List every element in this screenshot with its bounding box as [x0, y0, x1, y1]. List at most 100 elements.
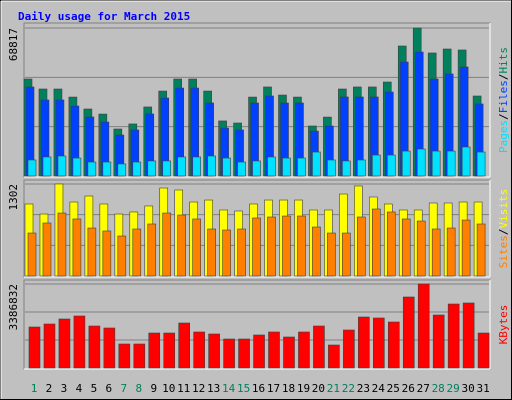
bar	[58, 318, 71, 369]
bar	[27, 232, 37, 277]
x-tick-label: 10	[162, 382, 175, 395]
bar	[387, 321, 400, 369]
bar	[431, 150, 441, 177]
bar	[223, 338, 235, 369]
bar	[28, 326, 41, 369]
legend-separator: /	[497, 74, 510, 81]
x-tick-label: 5	[91, 382, 98, 395]
x-tick-label: 6	[106, 382, 113, 395]
bar	[327, 159, 336, 177]
legend-entry: Visits	[497, 189, 510, 229]
bar	[102, 161, 112, 177]
bar	[87, 161, 97, 177]
bar	[88, 325, 101, 369]
x-tick-label: 30	[462, 382, 475, 395]
bar	[252, 217, 261, 277]
x-tick-label: 25	[387, 382, 400, 395]
x-tick-label: 26	[402, 382, 415, 395]
bar	[42, 156, 52, 177]
bar	[192, 156, 201, 177]
bar	[373, 317, 385, 369]
bar	[461, 146, 471, 177]
legend: KBytes	[497, 305, 510, 345]
bar	[252, 160, 261, 177]
bar	[42, 222, 52, 277]
bar	[178, 322, 190, 369]
x-tick-label: 19	[297, 382, 310, 395]
bar	[298, 331, 310, 369]
x-tick-label: 14	[222, 382, 236, 395]
bar	[386, 154, 396, 177]
x-tick-label: 29	[447, 382, 460, 395]
bar	[402, 296, 415, 369]
chart-title: Daily usage for March 2015	[18, 10, 190, 23]
x-tick-label: 17	[267, 382, 280, 395]
x-tick-label: 9	[150, 382, 157, 395]
bar	[267, 156, 276, 177]
bar	[72, 218, 82, 277]
x-tick-label: 15	[237, 382, 250, 395]
legend-entry: Hits	[497, 47, 510, 74]
bar	[147, 160, 157, 177]
bar	[462, 302, 475, 369]
bar	[222, 157, 231, 177]
legend: Sites/Visits	[497, 189, 510, 269]
x-tick-label: 7	[121, 382, 128, 395]
bar	[208, 333, 220, 369]
bar	[207, 228, 216, 277]
bar	[342, 232, 351, 277]
bar	[342, 160, 351, 177]
bar	[476, 151, 486, 177]
bar	[132, 228, 142, 277]
bar	[57, 155, 67, 177]
bar	[222, 229, 231, 277]
bar	[386, 211, 396, 277]
legend-separator: /	[497, 229, 510, 236]
bar	[132, 161, 142, 177]
bar	[312, 151, 321, 177]
x-tick-label: 20	[312, 382, 325, 395]
x-tick-label: 28	[432, 382, 445, 395]
bar	[476, 223, 486, 277]
bar	[73, 315, 86, 369]
legend-separator: /	[497, 113, 510, 120]
y-tick-label: 1302	[7, 184, 20, 211]
bar	[313, 325, 325, 369]
bar	[117, 235, 127, 277]
bar	[372, 154, 381, 177]
bar	[177, 156, 186, 177]
bar	[103, 327, 116, 369]
x-tick-label: 21	[327, 382, 340, 395]
bar	[446, 227, 456, 277]
bar	[447, 303, 460, 369]
bar	[461, 219, 471, 277]
x-tick-label: 31	[476, 382, 489, 395]
bar	[148, 332, 161, 369]
bar	[253, 334, 265, 369]
bar	[237, 228, 246, 277]
bar	[432, 314, 445, 369]
bar	[147, 223, 157, 277]
y-tick-label: 68817	[7, 28, 20, 61]
x-tick-label: 3	[61, 382, 68, 395]
bar	[162, 160, 172, 177]
x-tick-label: 4	[76, 382, 83, 395]
bar	[297, 157, 306, 177]
bar	[133, 343, 146, 369]
legend-entry: Pages	[497, 120, 510, 153]
bar	[207, 155, 216, 177]
x-tick-label: 11	[177, 382, 190, 395]
bar	[446, 150, 456, 177]
bar	[163, 332, 176, 369]
bar	[43, 323, 56, 369]
legend-entry: KBytes	[497, 305, 510, 345]
x-tick-label: 1	[31, 382, 38, 395]
bar	[312, 226, 321, 277]
bar	[372, 208, 381, 277]
bar	[192, 218, 201, 277]
bar	[238, 338, 250, 369]
bar	[358, 316, 370, 369]
bar	[431, 228, 441, 277]
bar	[102, 230, 112, 277]
